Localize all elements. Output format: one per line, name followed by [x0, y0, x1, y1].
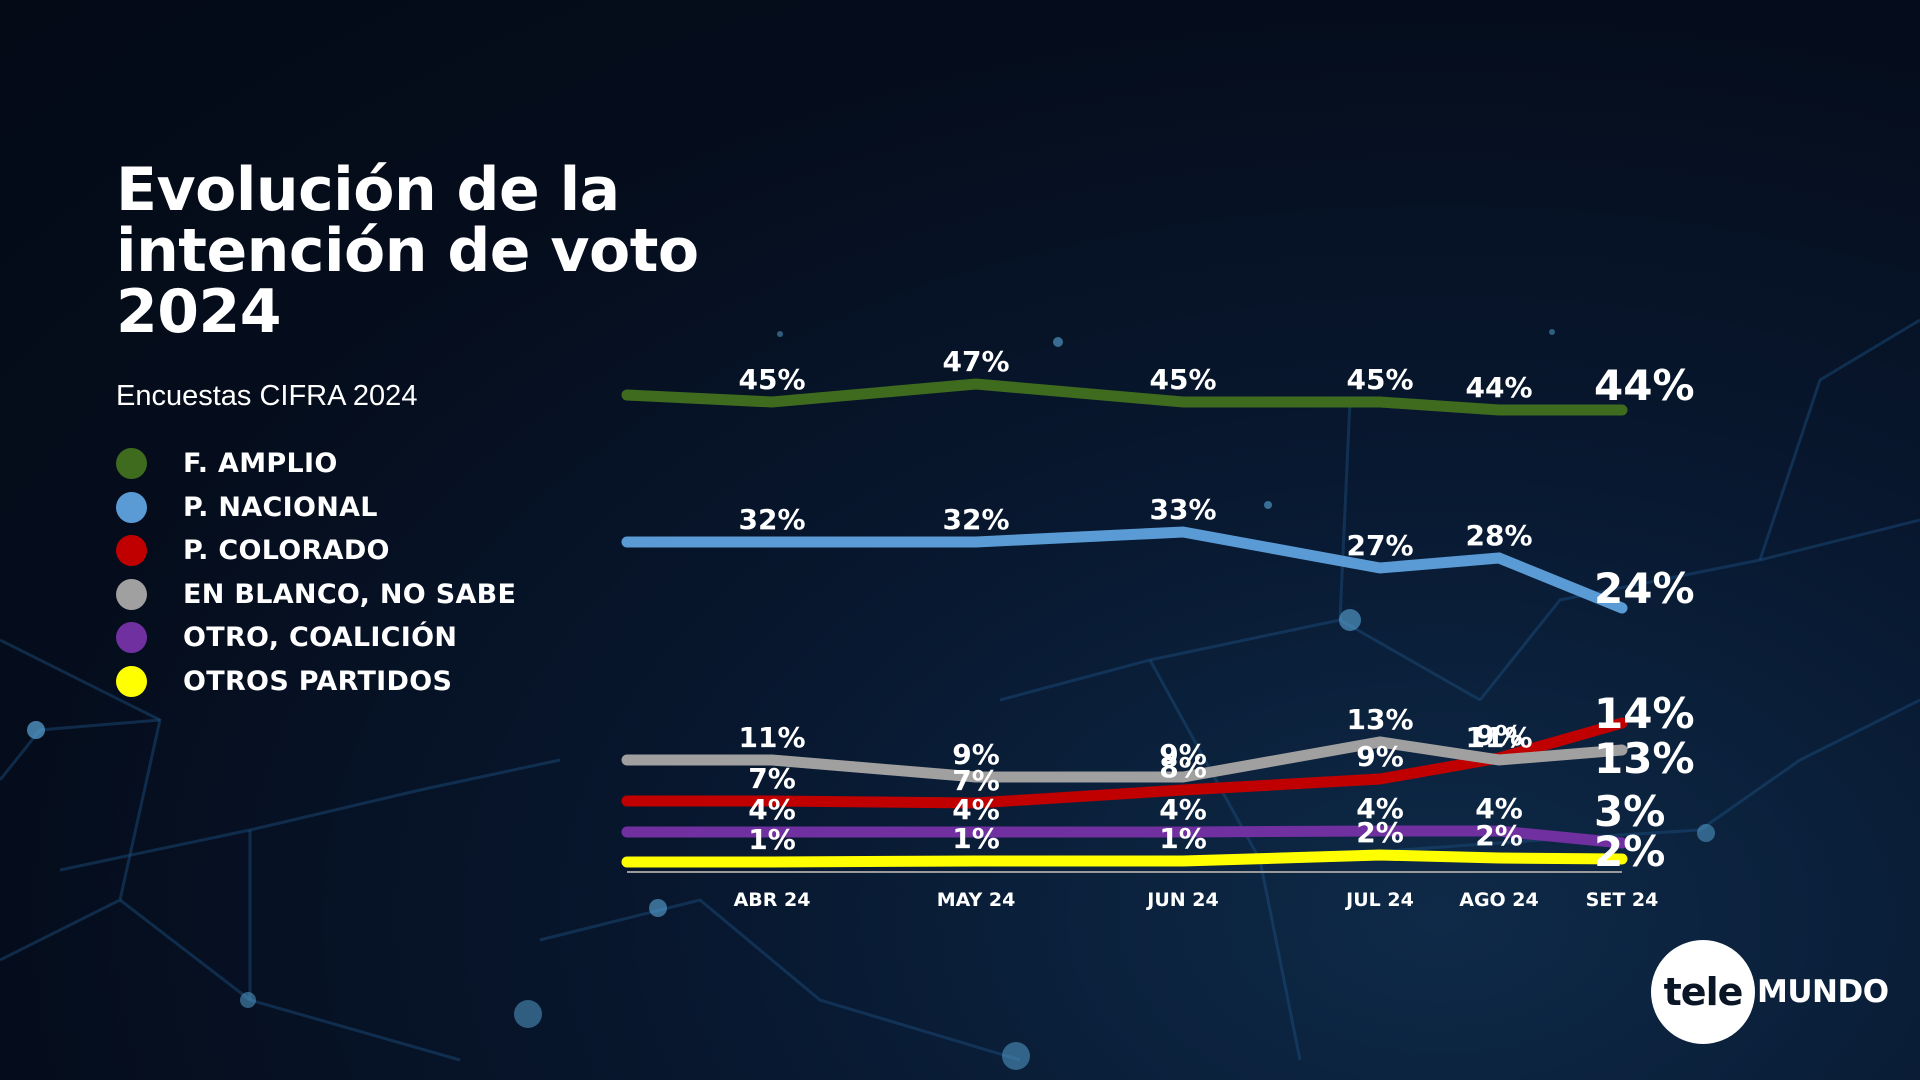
legend-label: OTRO, COALICIÓN	[183, 622, 458, 654]
data-label-f-amplio-4: 45%	[1346, 363, 1413, 396]
data-label-p-colorado-4: 9%	[1356, 740, 1404, 773]
data-label-p-colorado-2: 7%	[952, 764, 1000, 797]
data-label-otros-partidos-5: 2%	[1475, 819, 1523, 852]
legend-dot-icon	[116, 491, 147, 523]
data-label-p-nacional-3: 33%	[1149, 493, 1216, 526]
x-tick-label-3: JUN 24	[1145, 889, 1218, 911]
data-label-otro-coalicion-2: 4%	[952, 793, 1000, 826]
data-label-otros-partidos-2: 1%	[952, 822, 1000, 855]
logo-text-mundo: MUNDO	[1757, 974, 1889, 1010]
legend-item-f-amplio: F. AMPLIO	[116, 442, 516, 486]
data-label-f-amplio-2: 47%	[942, 345, 1009, 378]
data-label-p-nacional-4: 27%	[1346, 529, 1413, 562]
series-line-otros-partidos	[621, 849, 1628, 868]
data-label-en-blanco-no-sabe-2: 9%	[952, 738, 1000, 771]
chart-subtitle: Encuestas CIFRA 2024	[116, 380, 418, 412]
data-label-f-amplio-5: 44%	[1465, 371, 1532, 404]
data-label-otros-partidos-1: 1%	[748, 823, 796, 856]
x-tick-label-5: AGO 24	[1459, 889, 1539, 911]
data-labels-layer: 45% 47% 45% 45% 44% 44% 32% 32% 33% 27% 28% 24% 7% 7%…	[738, 345, 1694, 876]
data-label-p-nacional-1: 32%	[738, 503, 805, 536]
data-label-otro-coalicion-6: 3%	[1594, 787, 1665, 836]
data-label-p-nacional-2: 32%	[942, 503, 1009, 536]
legend-item-p-colorado: P. COLORADO	[116, 529, 516, 573]
legend-label: F. AMPLIO	[183, 448, 338, 480]
logo-circle: tele	[1651, 940, 1755, 1044]
legend-label: P. COLORADO	[183, 535, 390, 567]
legend-dot-icon	[116, 535, 147, 567]
legend-dot-icon	[116, 622, 147, 654]
data-label-p-nacional-5: 28%	[1465, 519, 1532, 552]
data-label-p-colorado-6: 14%	[1594, 689, 1695, 738]
series-line-otro-coalicion	[621, 825, 1628, 849]
data-label-en-blanco-no-sabe-6: 13%	[1594, 734, 1695, 783]
legend-dot-icon	[116, 578, 147, 610]
data-label-otro-coalicion-4: 4%	[1356, 792, 1404, 825]
data-label-otros-partidos-3: 1%	[1159, 822, 1207, 855]
legend-dot-icon	[116, 665, 147, 697]
data-label-f-amplio-6: 44%	[1594, 361, 1695, 410]
series-layer	[621, 378, 1628, 868]
legend-label: EN BLANCO, NO SABE	[183, 578, 517, 610]
data-label-en-blanco-no-sabe-3: 9%	[1159, 738, 1207, 771]
series-line-f-amplio	[621, 378, 1628, 416]
data-label-p-colorado-1: 7%	[748, 762, 796, 795]
x-tick-label-4: JUL 24	[1344, 889, 1414, 911]
legend-item-otros-partidos: OTROS PARTIDOS	[116, 660, 516, 704]
legend-label: OTROS PARTIDOS	[183, 665, 453, 697]
title-line-3: 2024	[116, 277, 281, 347]
legend-item-otro-coalicion: OTRO, COALICIÓN	[116, 616, 516, 660]
data-label-otros-partidos-6: 2%	[1594, 827, 1665, 876]
legend-item-en-blanco: EN BLANCO, NO SABE	[116, 573, 516, 617]
data-label-f-amplio-3: 45%	[1149, 363, 1216, 396]
legend-dot-icon	[116, 448, 147, 480]
telemundo-logo: tele MUNDO	[1651, 940, 1889, 1044]
x-tick-label-2: MAY 24	[937, 889, 1016, 911]
data-label-p-colorado-5: 9%	[1475, 719, 1523, 752]
data-label-f-amplio-1: 45%	[738, 363, 805, 396]
logo-text-tele: tele	[1663, 970, 1744, 1014]
data-label-otro-coalicion-5: 4%	[1475, 792, 1523, 825]
data-label-en-blanco-no-sabe-4: 13%	[1346, 703, 1413, 736]
x-tick-label-1: ABR 24	[734, 889, 811, 911]
data-label-otro-coalicion-1: 4%	[748, 793, 796, 826]
legend: F. AMPLIO P. NACIONAL P. COLORADO EN BLA…	[116, 442, 516, 703]
legend-label: P. NACIONAL	[183, 491, 378, 523]
title-line-1: Evolución de la	[116, 155, 620, 225]
x-tick-labels: ABR 24 MAY 24 JUN 24 JUL 24 AGO 24 SET 24	[734, 889, 1659, 911]
series-line-en-blanco-no-sabe	[621, 736, 1628, 783]
x-tick-label-6: SET 24	[1586, 889, 1659, 911]
chart-title: Evolución de la intención de voto 2024	[116, 160, 699, 343]
data-label-otros-partidos-4: 2%	[1356, 816, 1404, 849]
data-label-p-colorado-3: 8%	[1159, 751, 1207, 784]
data-label-otro-coalicion-3: 4%	[1159, 793, 1207, 826]
title-line-2: intención de voto	[116, 216, 699, 286]
data-label-p-nacional-6: 24%	[1594, 564, 1695, 613]
data-label-en-blanco-no-sabe-5: 11%	[1465, 721, 1532, 754]
data-label-en-blanco-no-sabe-1: 11%	[738, 721, 805, 754]
legend-item-p-nacional: P. NACIONAL	[116, 486, 516, 530]
series-line-p-nacional	[621, 526, 1628, 614]
